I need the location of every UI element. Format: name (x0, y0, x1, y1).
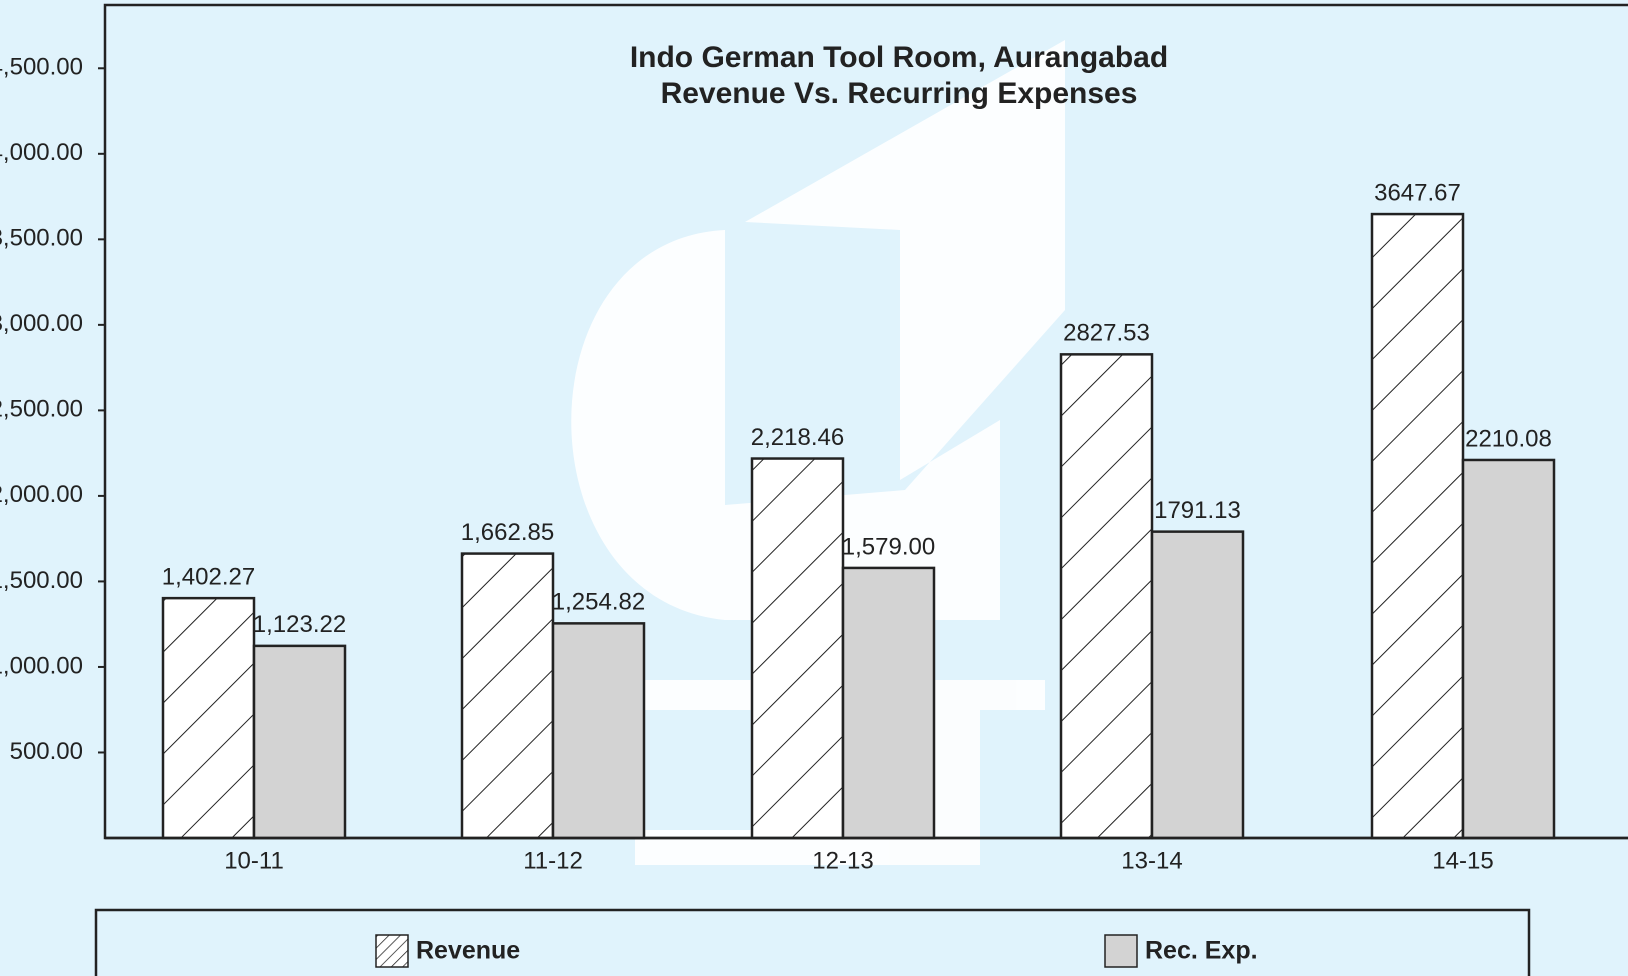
x-tick-label: 10-11 (224, 847, 284, 874)
bar (551, 622, 646, 840)
legend-label: Revenue (416, 937, 520, 965)
y-tick-label: 4,500.00 (0, 54, 83, 81)
legend-swatch (1104, 934, 1138, 968)
value-label: 1,402.27 (162, 563, 255, 590)
x-tick-label: 14-15 (1432, 847, 1493, 874)
y-tick-label: 3,000.00 (0, 310, 83, 337)
bar (161, 596, 256, 840)
legend-label: Rec. Exp. (1145, 937, 1258, 965)
value-label: 3647.67 (1374, 179, 1461, 206)
bar (1150, 530, 1245, 840)
value-label: 1,579.00 (842, 533, 935, 560)
value-label: 2,218.46 (751, 424, 844, 451)
y-tick-label: 1,500.00 (0, 567, 83, 594)
bar (1059, 353, 1154, 840)
y-tick-label: 500.00 (10, 738, 83, 765)
legend-box (94, 908, 1531, 976)
value-label: 1,662.85 (461, 519, 554, 546)
value-label: 2827.53 (1063, 320, 1150, 347)
bar (460, 552, 555, 840)
legend-swatch (375, 934, 409, 968)
y-tick-label: 2,500.00 (0, 396, 83, 423)
bar (841, 566, 936, 840)
value-label: 1,123.22 (253, 611, 346, 638)
value-label: 1791.13 (1154, 497, 1241, 524)
chart-subtitle: Revenue Vs. Recurring Expenses (661, 77, 1138, 110)
bar (252, 644, 347, 840)
bar (1461, 458, 1556, 840)
value-label: 1,254.82 (552, 589, 645, 616)
y-tick-label: 2,000.00 (0, 481, 83, 508)
value-label: 2210.08 (1465, 425, 1552, 452)
x-tick-label: 12-13 (812, 847, 873, 874)
chart-title: Indo German Tool Room, Aurangabad (630, 41, 1168, 74)
bar (1370, 212, 1465, 840)
x-tick-label: 11-12 (523, 847, 583, 874)
y-tick-label: 1,000.00 (0, 652, 83, 679)
y-tick-label: 3,500.00 (0, 225, 83, 252)
y-tick-label: 4,000.00 (0, 139, 83, 166)
bar (750, 457, 845, 840)
x-tick-label: 13-14 (1121, 847, 1182, 874)
